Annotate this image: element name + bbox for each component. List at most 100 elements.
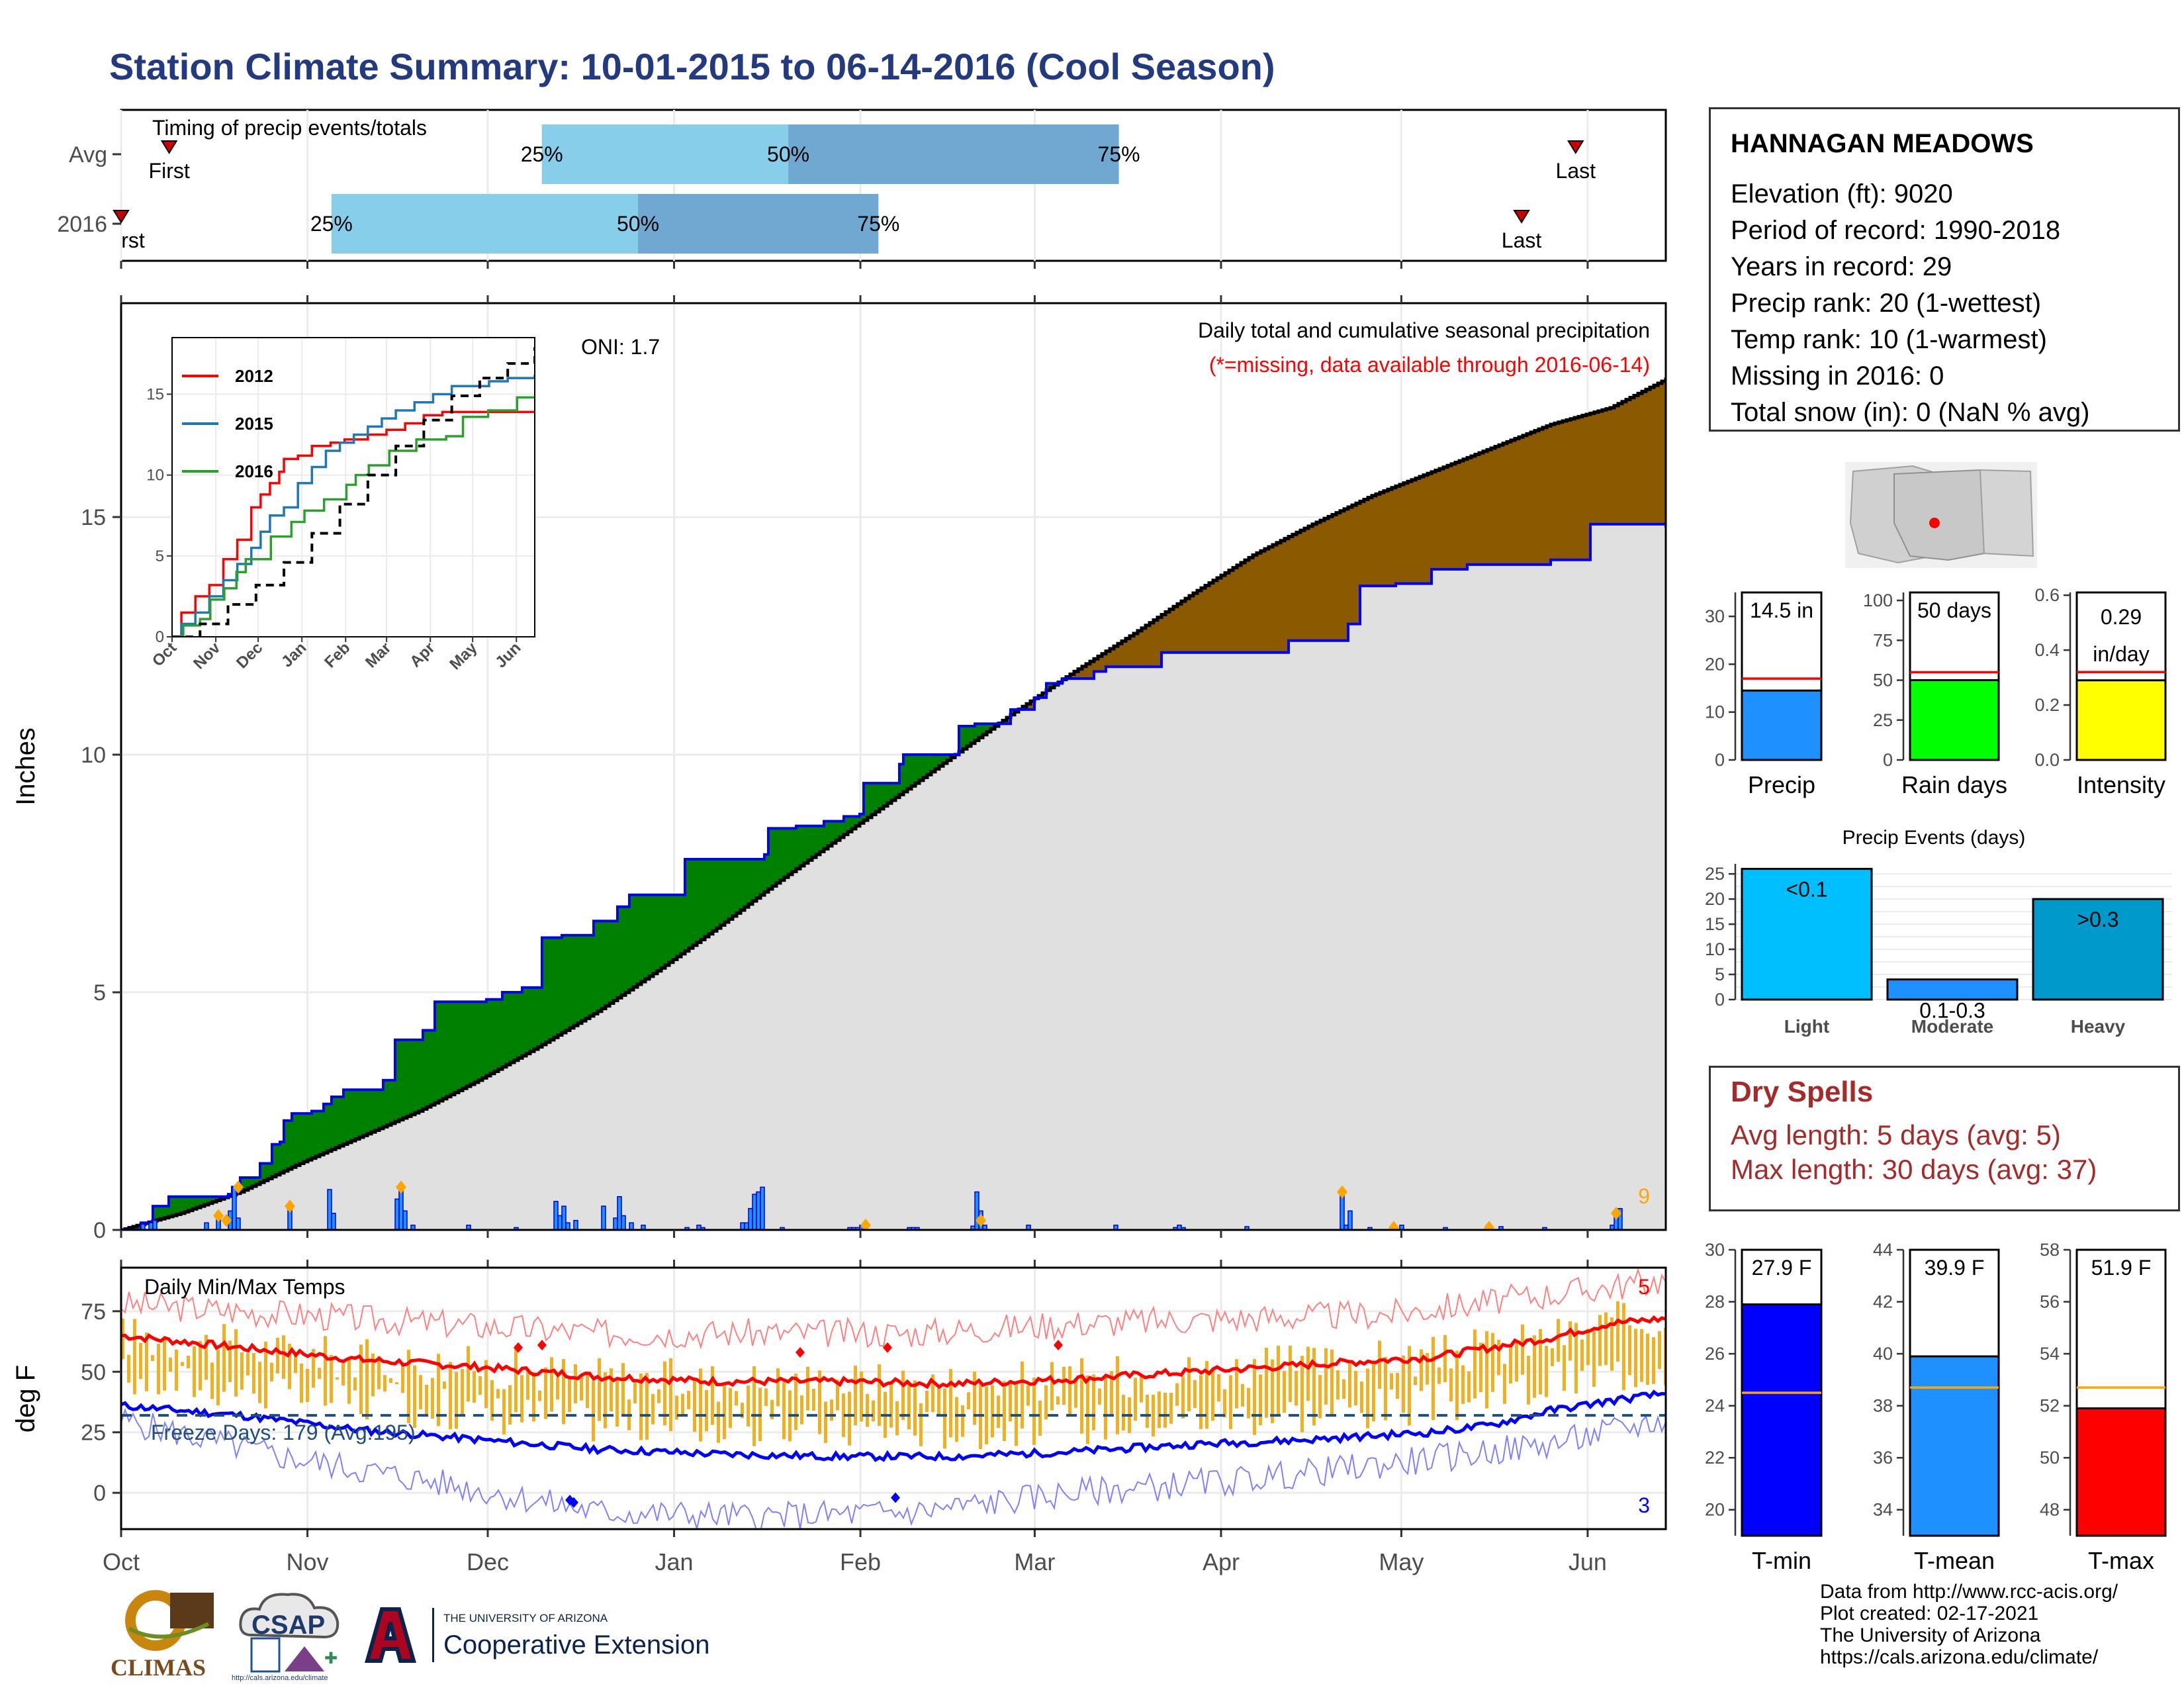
daily-temp-bar — [931, 1374, 934, 1413]
daily-temp-bar — [461, 1369, 464, 1416]
daily-precip-bar — [466, 1225, 471, 1230]
climas-block-icon — [170, 1593, 214, 1628]
daily-temp-bar — [824, 1401, 827, 1443]
daily-temp-bar — [550, 1357, 553, 1412]
record-high-point — [1054, 1340, 1063, 1351]
daily-temp-bar — [431, 1378, 434, 1419]
daily-temp-bar — [901, 1370, 905, 1421]
daily-temp-bar — [1467, 1371, 1471, 1403]
daily-temp-bar — [1348, 1361, 1351, 1408]
daily-temp-bar — [1044, 1385, 1048, 1420]
daily-temp-bar — [353, 1378, 357, 1391]
summary-ytick-label: 26 — [1705, 1344, 1725, 1364]
daily-temp-bar — [538, 1390, 541, 1401]
summary-bar — [2075, 679, 2167, 761]
daily-temp-bar — [1360, 1382, 1363, 1413]
temp-record-points — [514, 1340, 1063, 1508]
inset-ytick-label: 5 — [156, 547, 164, 565]
summary-ytick-label: 50 — [1873, 671, 1893, 690]
daily-temp-bar — [151, 1354, 154, 1362]
temp-ytick-label: 25 — [81, 1421, 106, 1446]
daily-temp-bar — [1545, 1346, 1548, 1397]
daily-precip-bar — [514, 1227, 519, 1230]
daily-temp-bar — [1479, 1342, 1482, 1393]
daily-temp-bar — [651, 1393, 655, 1425]
summary-x-label: Precip — [1748, 771, 1815, 798]
daily-temp-bar — [872, 1400, 875, 1422]
daily-temp-bar — [1354, 1370, 1357, 1406]
daily-temp-bar — [1557, 1319, 1560, 1362]
daily-temp-bar — [1134, 1378, 1137, 1421]
daily-temp-bar — [1003, 1381, 1006, 1441]
daily-temp-bar — [1563, 1345, 1566, 1391]
daily-temp-bar — [318, 1368, 321, 1380]
temp-xtick-label: May — [1379, 1548, 1424, 1575]
summary-ytick-label: 44 — [1873, 1240, 1893, 1260]
summary-value-label: 50 days — [1917, 598, 1991, 622]
daily-temp-bar — [830, 1399, 833, 1421]
summary-ytick-label: 40 — [1873, 1344, 1893, 1364]
daily-temp-bar — [199, 1340, 202, 1391]
record-precip-point — [285, 1199, 295, 1213]
csap-mountain-icon — [285, 1646, 324, 1671]
daily-temp-bar — [1449, 1368, 1453, 1401]
summary-ytick-label: 25 — [1873, 710, 1893, 730]
summary-value-unit: in/day — [2093, 642, 2149, 666]
events-ytick-label: 5 — [1715, 964, 1725, 984]
summary-ytick-label: 0.6 — [2034, 585, 2060, 605]
daily-temp-bar — [1158, 1391, 1161, 1429]
map-state-east — [1979, 469, 2034, 557]
daily-precip-bar — [573, 1219, 578, 1230]
precip-events-chart: Precip Events (days) 0 5 10 15 20 25 <0.1 Light… — [1705, 827, 2172, 1037]
daily-temp-bar — [1086, 1375, 1089, 1444]
daily-temp-bar — [1509, 1346, 1512, 1383]
daily-temp-bar — [1080, 1358, 1083, 1434]
daily-temp-bar — [580, 1375, 583, 1401]
events-ytick-label: 10 — [1705, 939, 1725, 959]
daily-temp-bar — [1205, 1360, 1208, 1429]
credit-url[interactable]: https://cals.arizona.edu/climate/ — [1820, 1646, 2099, 1668]
events-bar-label: <0.1 — [1786, 878, 1827, 902]
daily-temp-bar — [1300, 1356, 1304, 1432]
summary-ytick-label: 75 — [1873, 630, 1893, 650]
daily-temp-bar — [574, 1364, 577, 1403]
daily-temp-bar — [1283, 1371, 1286, 1413]
summary-bar — [1741, 1303, 1823, 1537]
credit-plot-date: Plot created: 02-17-2021 — [1820, 1603, 2039, 1624]
daily-temp-bar — [127, 1354, 130, 1383]
daily-precip-bar — [744, 1222, 749, 1230]
daily-temp-bar — [252, 1353, 255, 1394]
daily-temp-bar — [240, 1352, 244, 1390]
temp-y-label: deg F — [11, 1365, 40, 1432]
daily-temp-bar — [383, 1375, 387, 1392]
timing-pct-label: 25% — [521, 142, 563, 166]
record-high-point — [537, 1340, 547, 1351]
daily-temp-bar — [336, 1377, 339, 1380]
csap-logo-url: http://cals.arizona.edu/climate — [232, 1674, 328, 1682]
daily-temp-bar — [735, 1391, 738, 1406]
summary-ytick-label: 0.0 — [2034, 750, 2060, 770]
summary-ytick-label: 52 — [2040, 1396, 2060, 1416]
daily-temp-bar — [1009, 1380, 1012, 1422]
daily-temp-bar — [1199, 1375, 1203, 1429]
daily-temp-bar — [889, 1382, 893, 1428]
daily-temp-bar — [1336, 1370, 1340, 1400]
daily-temp-bar — [347, 1356, 351, 1404]
daily-temp-bar — [1062, 1366, 1066, 1405]
daily-temp-bar — [187, 1355, 190, 1369]
daily-temp-bar — [1074, 1378, 1077, 1408]
daily-temp-bar — [1420, 1349, 1423, 1391]
daily-temp-bar — [1211, 1368, 1214, 1421]
daily-temp-bar — [1295, 1370, 1298, 1406]
summary-ytick-label: 100 — [1863, 590, 1893, 610]
timing-pct-label: 50% — [767, 142, 809, 166]
station-info-box: HANNAGAN MEADOWS Elevation (ft): 9020 Pe… — [1709, 107, 2180, 432]
daily-temp-bar — [1259, 1374, 1262, 1426]
csap-cactus-icon: ✚ — [324, 1650, 338, 1667]
daily-temp-bar — [330, 1355, 333, 1403]
daily-precip-bar — [740, 1222, 745, 1230]
timing-first-marker — [160, 140, 178, 154]
summary-bar — [1741, 689, 1823, 761]
daily-temp-bar — [562, 1359, 565, 1425]
